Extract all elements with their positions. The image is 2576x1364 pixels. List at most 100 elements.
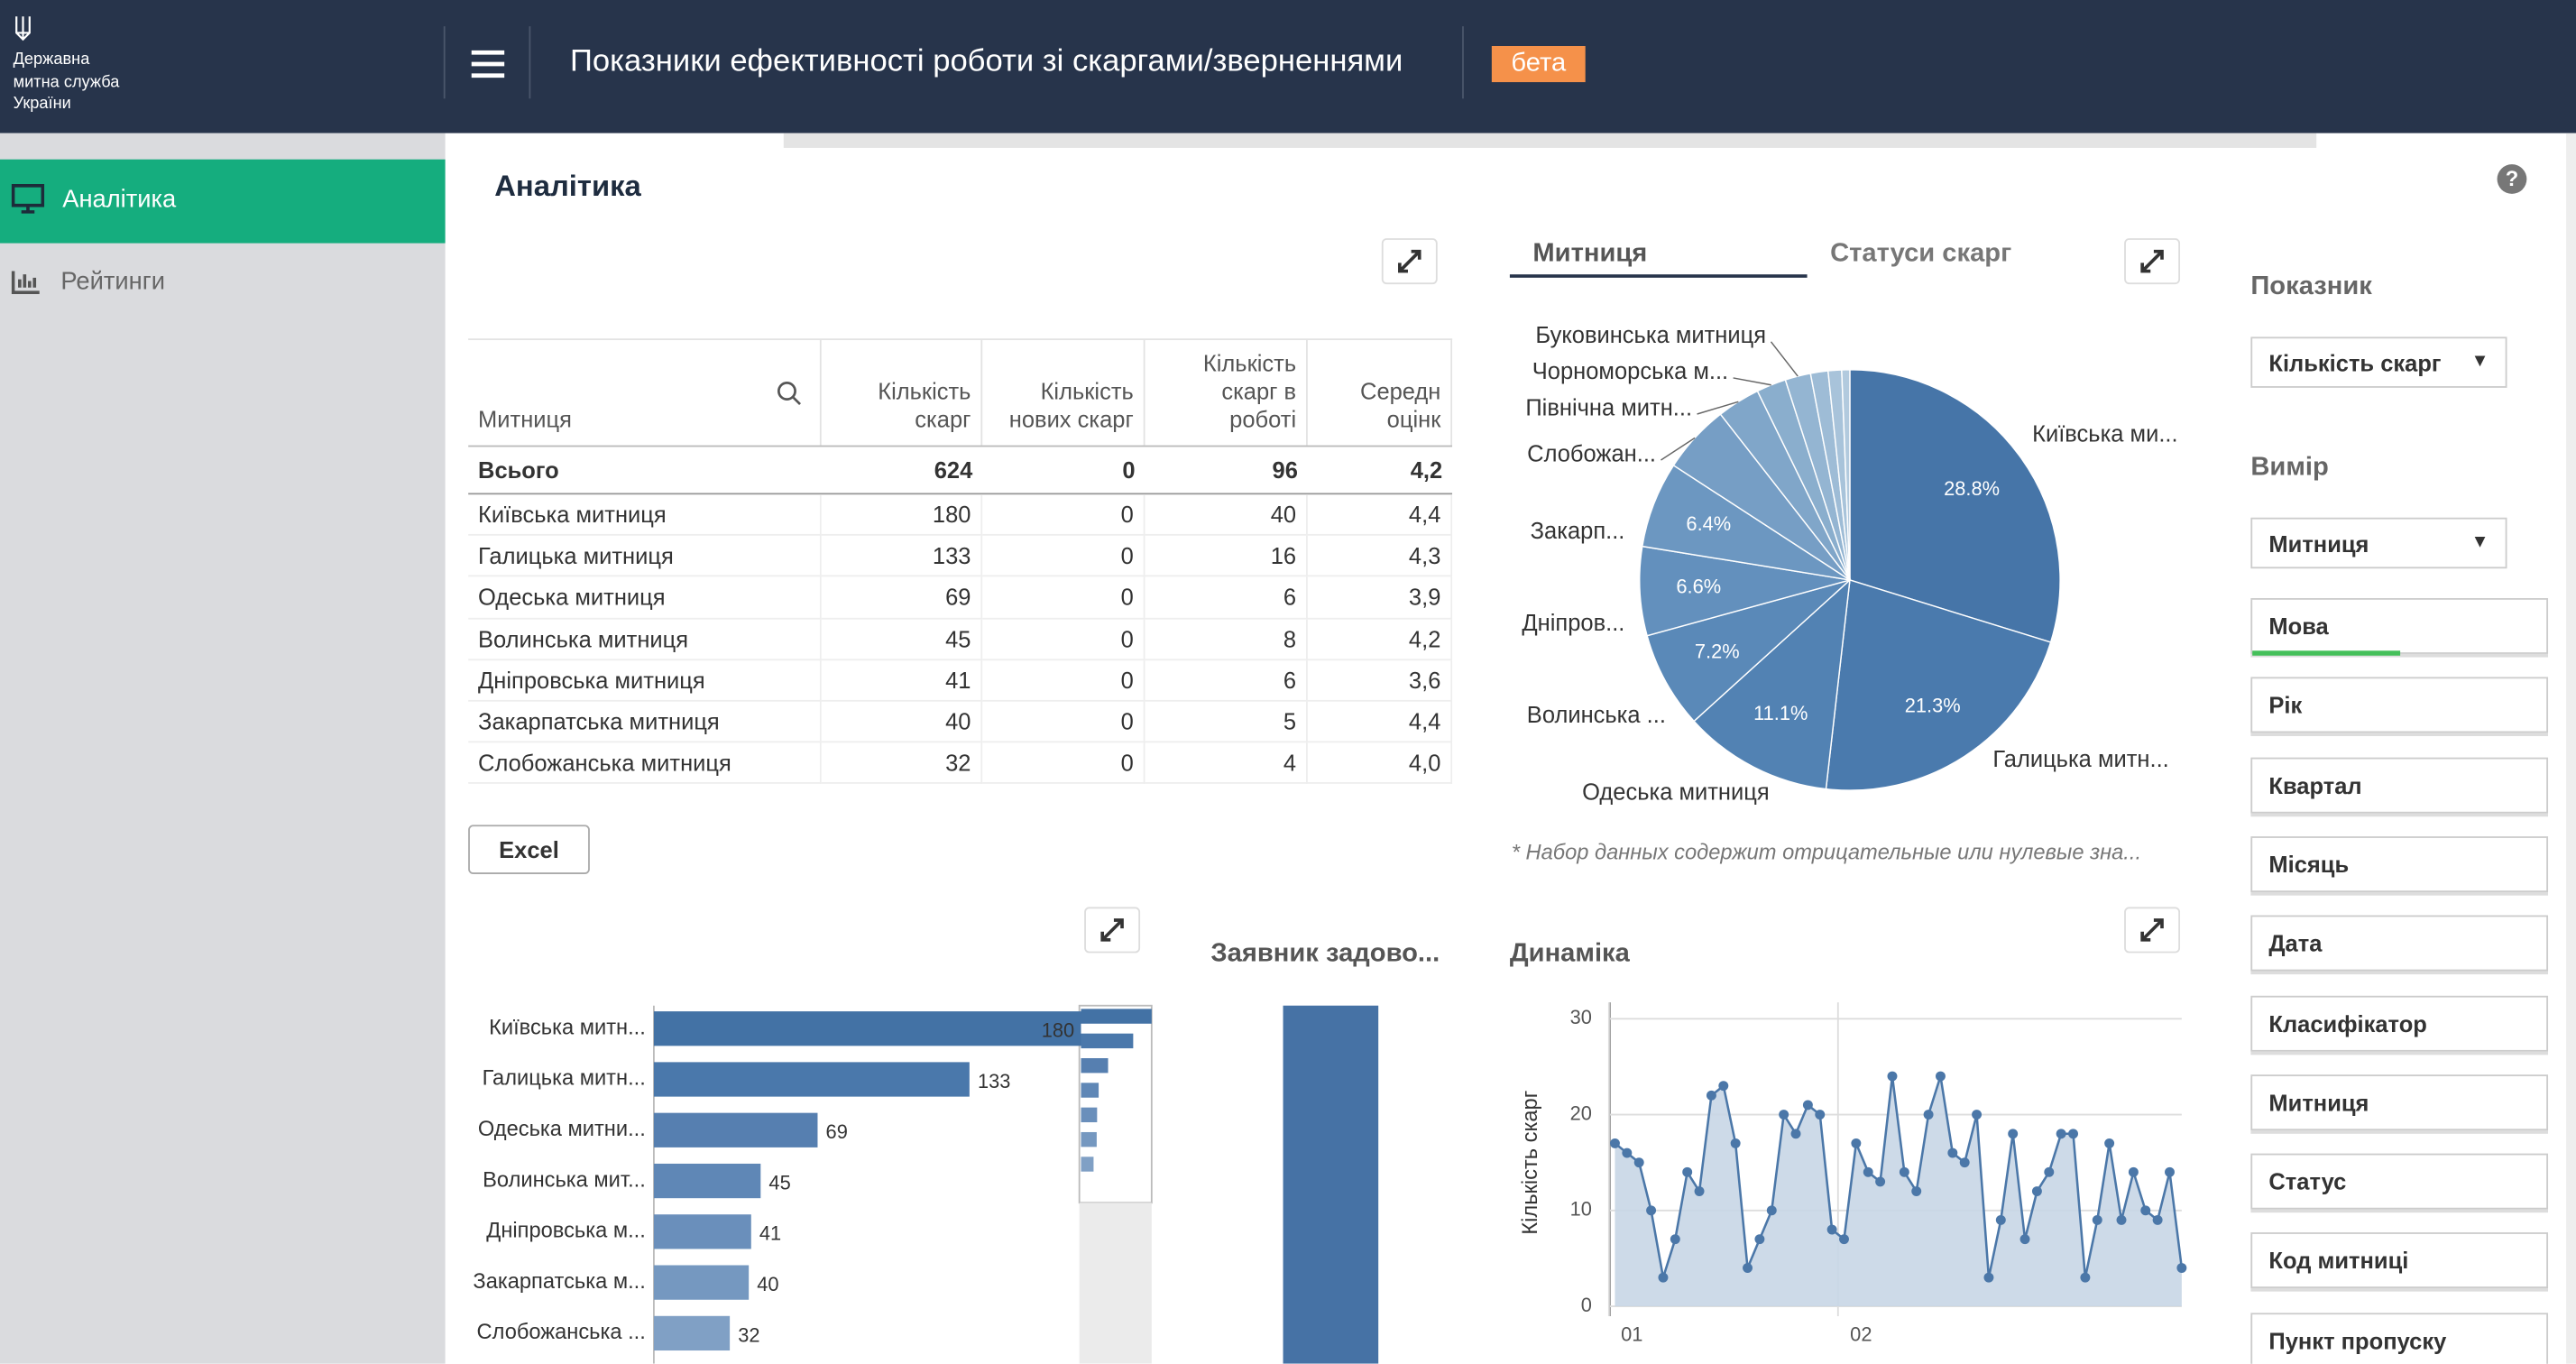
table-cell: 4,4 <box>1307 494 1453 537</box>
table-cell: 0 <box>982 494 1145 537</box>
field-button[interactable]: Місяць <box>2250 835 2549 892</box>
menu-button[interactable] <box>470 48 506 80</box>
category-label: Одеська митни... <box>478 1118 646 1141</box>
category-label: Дніпровська м... <box>486 1220 646 1243</box>
dropdown[interactable]: Кількість скарг ▼ <box>2250 336 2507 388</box>
mini-bar <box>1081 1083 1099 1098</box>
point <box>1947 1147 1958 1158</box>
category-label: Слобожанська ... <box>477 1321 646 1344</box>
bar <box>653 1011 1081 1046</box>
point <box>1646 1205 1657 1216</box>
excel-button[interactable]: Excel <box>468 825 590 875</box>
leader-line <box>1661 437 1696 461</box>
point <box>1790 1129 1801 1139</box>
slice-label: Закарп... <box>1531 519 1625 544</box>
pie-slice <box>1841 369 1851 580</box>
total-cell: 624 <box>934 456 973 484</box>
header-rule <box>468 445 1453 447</box>
field-button[interactable]: Код митниці <box>2250 1232 2549 1289</box>
slice-value-label: 21.3% <box>1905 694 1961 716</box>
field-button[interactable]: Класифікатор <box>2250 994 2549 1051</box>
point <box>1694 1186 1705 1197</box>
table-cell: 6 <box>1145 659 1308 702</box>
field-button[interactable]: Пункт пропуску <box>2250 1312 2549 1364</box>
point <box>1972 1110 1983 1120</box>
dropdown-value: Кількість скарг <box>2268 349 2442 377</box>
slice-label: Північна митн... <box>1525 395 1692 420</box>
field-button[interactable]: Рік <box>2250 677 2549 733</box>
nav-item-active[interactable] <box>0 159 446 244</box>
dropdown-value: Митниця <box>2268 530 2369 558</box>
y-tick-label: 30 <box>1570 1006 1592 1028</box>
chart-note: * Набор данных содержит отрицательные ил… <box>1511 839 2142 865</box>
point <box>1610 1138 1620 1148</box>
point <box>2152 1214 2163 1225</box>
point <box>1682 1166 1693 1177</box>
tab[interactable]: Митниця <box>1532 239 1648 268</box>
bar-value-label: 180 <box>1042 1019 1074 1042</box>
tab[interactable]: Статуси скарг <box>1830 239 2012 268</box>
slice-label: Чорноморська м... <box>1532 359 1728 384</box>
table-cell: Одеська митниця <box>468 577 822 619</box>
table-cell: 40 <box>821 701 983 743</box>
column-header: Кількість нових скарг <box>982 340 1145 446</box>
point <box>1826 1224 1837 1235</box>
table-cell: Дніпровська митниця <box>468 659 822 702</box>
dropdown[interactable]: Митниця ▼ <box>2250 517 2507 569</box>
mini-bar <box>1081 1009 1152 1024</box>
sidebar <box>0 133 446 1364</box>
category-label: Закарпатська м... <box>473 1270 645 1294</box>
nav-label[interactable]: Аналітика <box>62 185 177 214</box>
scroll-strip <box>783 133 2317 148</box>
point <box>1983 1272 1994 1283</box>
bar <box>653 1315 731 1351</box>
point <box>1839 1234 1849 1245</box>
table-cell: 16 <box>1145 536 1308 578</box>
point <box>2092 1214 2102 1225</box>
point <box>1815 1110 1826 1120</box>
field-button[interactable]: Статус <box>2250 1153 2549 1210</box>
point <box>1718 1081 1729 1092</box>
point <box>1670 1234 1680 1245</box>
slice-label: Волинська ... <box>1527 703 1666 728</box>
table-cell: 0 <box>982 742 1145 785</box>
bar <box>653 1112 818 1147</box>
divider <box>1462 26 1464 99</box>
point <box>2128 1166 2139 1177</box>
category-label: Київська митн... <box>489 1016 646 1039</box>
table-cell: Волинська митниця <box>468 618 822 660</box>
point <box>2056 1129 2066 1139</box>
leader-line <box>1770 341 1799 377</box>
y-tick-label: 20 <box>1570 1101 1592 1124</box>
point <box>2008 1129 2019 1139</box>
control-label: Показник <box>2250 272 2372 301</box>
table-cell: 3,9 <box>1307 577 1453 619</box>
table-cell: 8 <box>1145 618 1308 660</box>
slice-value-label: 11.1% <box>1753 702 1808 724</box>
expand-icons <box>1100 249 2164 942</box>
total-cell: 96 <box>1272 456 1298 484</box>
category-label: Галицька митн... <box>483 1067 646 1091</box>
nav-label[interactable]: Рейтинги <box>60 267 165 296</box>
mini-bar <box>1081 1131 1097 1147</box>
pie-slice <box>1825 579 2052 791</box>
x-tick-label: 01 <box>1621 1323 1642 1346</box>
point <box>2116 1214 2127 1225</box>
bar <box>653 1265 750 1300</box>
total-cell: 4,2 <box>1410 456 1443 484</box>
field-button[interactable]: Дата <box>2250 915 2549 972</box>
help-icon[interactable]: ? <box>2497 164 2527 194</box>
field-button[interactable]: Квартал <box>2250 756 2549 813</box>
bar <box>653 1163 761 1199</box>
scrollbar <box>2566 133 2576 1364</box>
point <box>2140 1205 2151 1216</box>
y-tick-label: 0 <box>1581 1294 1592 1316</box>
column-header: Митниця <box>468 340 822 446</box>
point <box>1706 1090 1716 1101</box>
point <box>1730 1138 1741 1148</box>
bar-value-label: 69 <box>826 1120 848 1143</box>
total-cell: Всього <box>478 456 559 484</box>
x-tick-label: 02 <box>1850 1323 1872 1346</box>
field-button[interactable]: Митниця <box>2250 1074 2549 1130</box>
